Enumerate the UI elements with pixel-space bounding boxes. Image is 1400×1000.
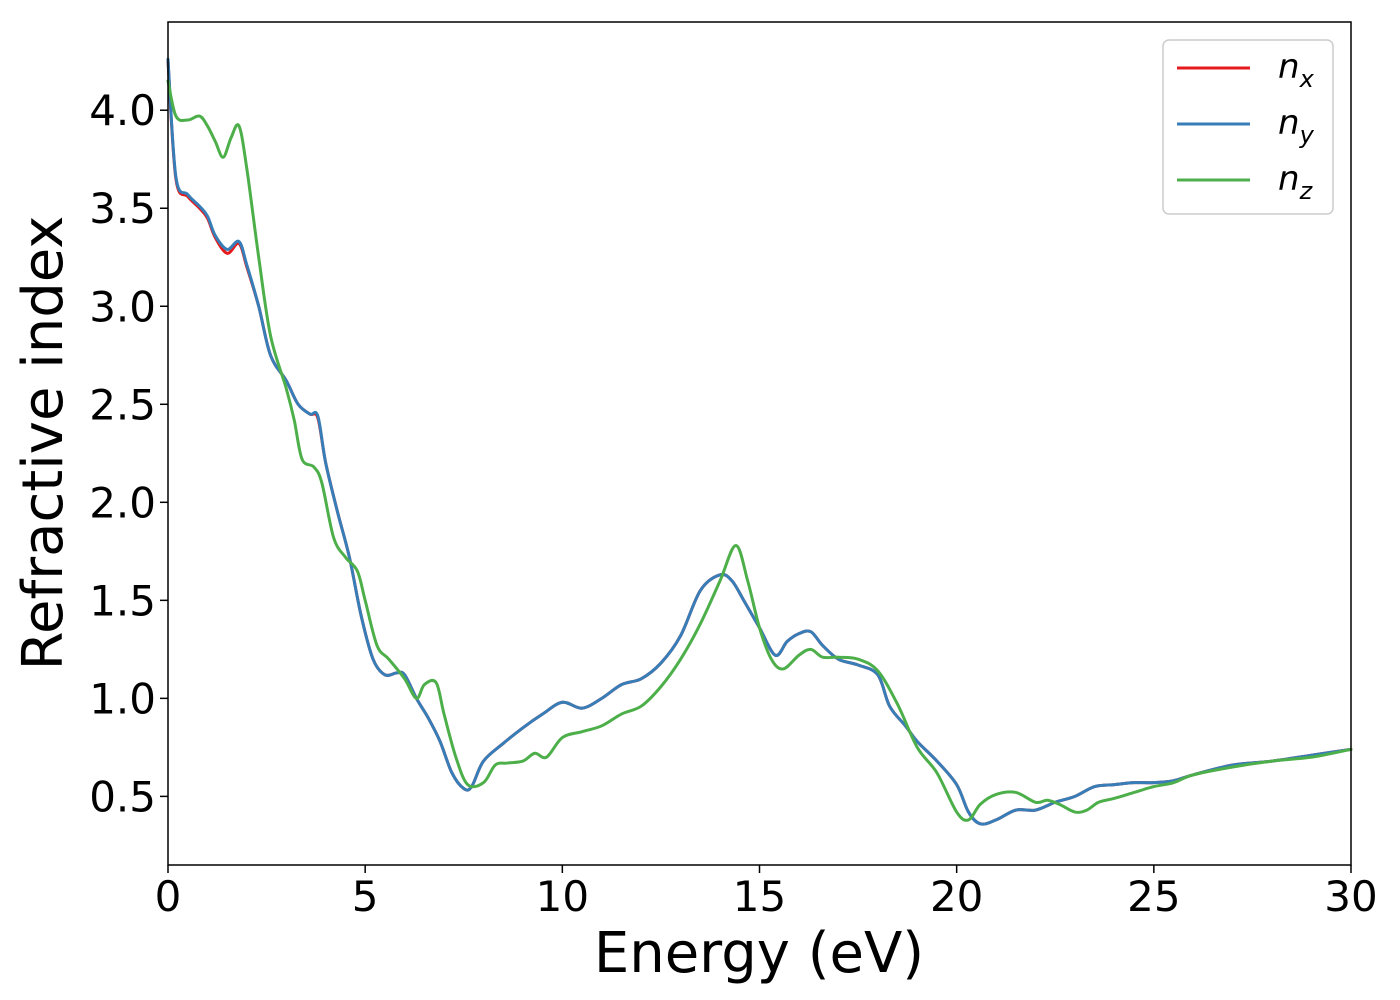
y-tick-label: 1.5 [89,576,156,625]
y-tick-label: 1.0 [89,674,156,723]
legend-box [1162,39,1334,215]
y-tick-label: 4.0 [89,86,156,135]
x-tick-label: 20 [930,872,983,921]
series-line-ny [166,57,1353,826]
y-axis-label: Refractive index [11,216,76,671]
x-tick-label: 30 [1324,872,1377,921]
x-tick-label: 25 [1127,872,1180,921]
legend-label-ny: ny [1278,103,1315,149]
series-line-nz [166,79,1353,822]
x-axis: 0 5 10 15 20 25 30 [155,865,1378,921]
x-tick-label: 5 [352,872,379,921]
y-tick-label: 2.0 [89,478,156,527]
series-layer [166,57,1353,826]
legend-label-nz: nz [1278,159,1314,205]
y-tick-label: 3.5 [89,184,156,233]
x-tick-label: 0 [155,872,182,921]
y-axis: 0.5 1.0 1.5 2.0 2.5 3.0 3.5 4.0 [89,86,168,821]
x-tick-label: 15 [733,872,786,921]
x-axis-label: Energy (eV) [594,921,924,986]
y-tick-label: 3.0 [89,282,156,331]
legend: nx ny nz [1162,39,1334,215]
y-tick-label: 2.5 [89,380,156,429]
x-tick-label: 10 [536,872,589,921]
y-tick-label: 0.5 [89,772,156,821]
legend-label-nx: nx [1278,47,1315,93]
